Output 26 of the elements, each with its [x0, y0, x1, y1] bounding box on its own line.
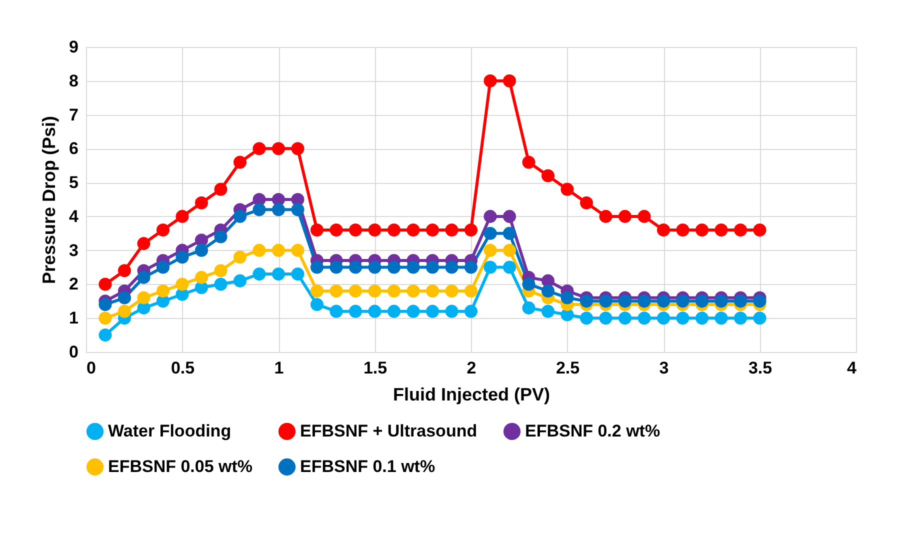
legend-label: EFBSNF 0.2 wt%: [525, 421, 660, 440]
x-tick-label: 0: [86, 358, 96, 378]
x-tick-label: 3.5: [748, 358, 772, 378]
y-tick-label: 1: [69, 308, 78, 328]
x-tick-label: 3: [659, 358, 669, 378]
legend-label: Water Flooding: [108, 421, 232, 440]
x-tick-label: 1.5: [363, 358, 388, 378]
y-tick-label: 4: [69, 206, 80, 226]
y-tick-label: 7: [69, 105, 78, 124]
y-tick-label: 8: [69, 71, 78, 90]
legend-label: EFBSNF 0.05 wt%: [108, 457, 253, 476]
x-axis-title: Fluid Injected (PV): [392, 384, 550, 404]
y-tick-label: 6: [69, 139, 78, 158]
x-tick-label: 2.5: [556, 358, 580, 378]
y-axis-title: Pressure Drop (Psi): [39, 116, 60, 284]
y-tick-label: 0: [69, 342, 78, 362]
x-tick-label: 1: [274, 358, 284, 378]
x-tick-label: 0.5: [170, 358, 195, 378]
y-tick-label: 3: [69, 240, 78, 260]
legend-label: EFBSNF + Ultrasound: [300, 421, 478, 440]
y-tick-label: 5: [69, 173, 78, 192]
legend-label: EFBSNF 0.1 wt%: [300, 457, 436, 476]
y-tick-label: 2: [69, 274, 78, 294]
x-tick-label: 2: [466, 358, 476, 378]
x-tick-label: 4: [847, 358, 858, 378]
y-tick-label: 9: [69, 38, 78, 56]
